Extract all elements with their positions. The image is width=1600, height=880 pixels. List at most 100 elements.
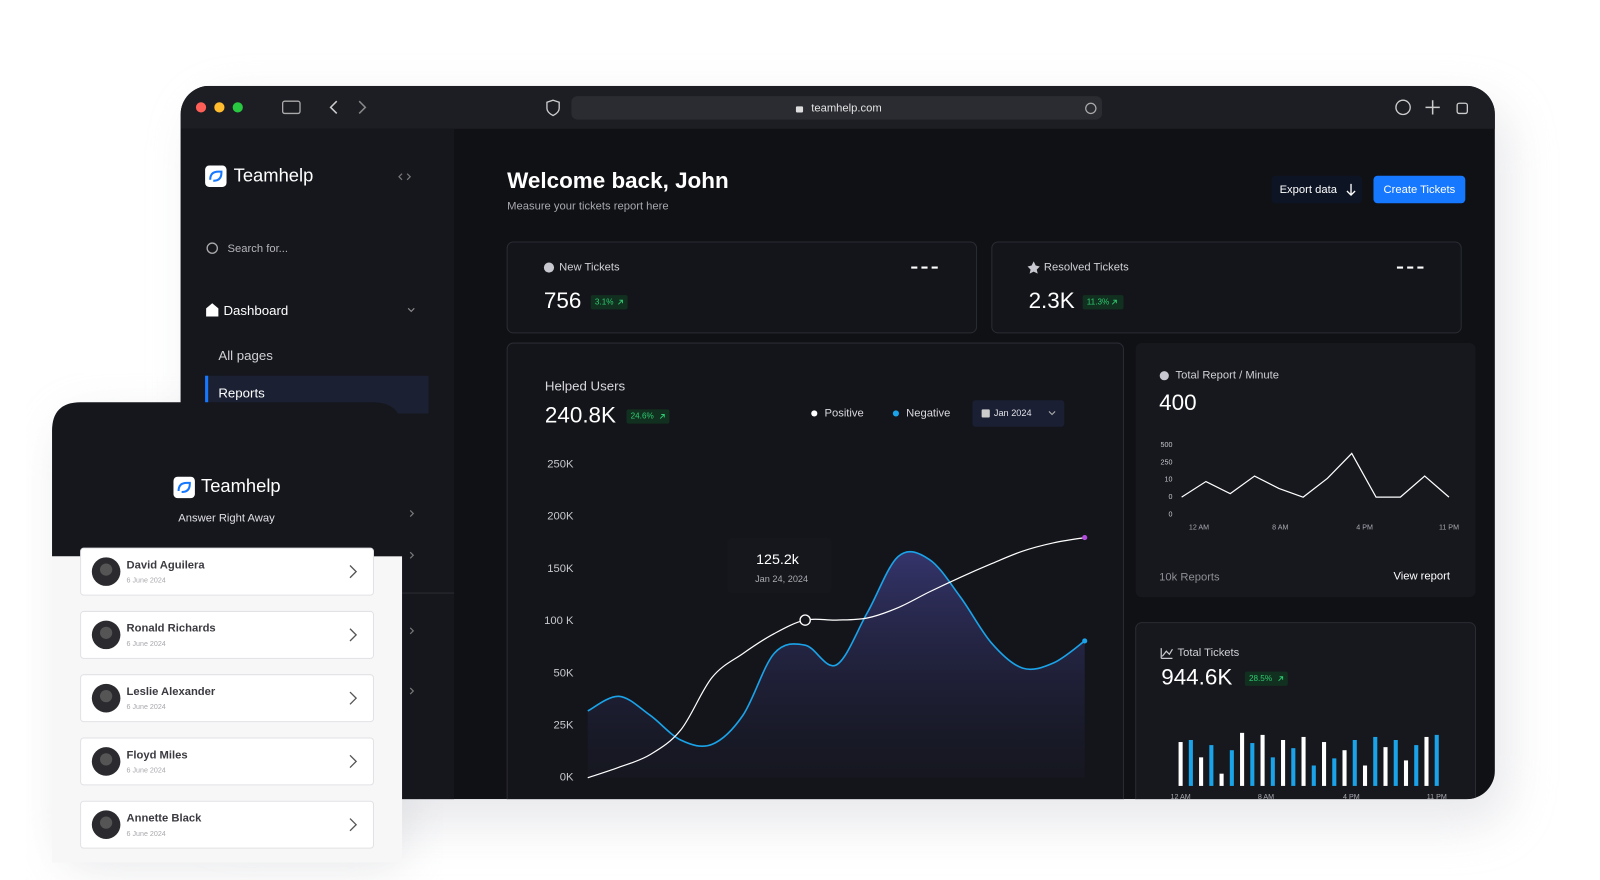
chevron <box>349 628 358 642</box>
bar <box>1322 742 1327 786</box>
forward-button[interactable] <box>358 100 367 115</box>
contact-card[interactable] <box>80 800 374 849</box>
contact-date: 6 June 2024 <box>127 577 166 585</box>
avatar-face <box>100 690 113 703</box>
bar <box>1362 765 1368 786</box>
line <box>587 550 1086 747</box>
date-filter-label[interactable]: Jan 2024 <box>994 408 1032 418</box>
calendar-icon <box>981 409 990 418</box>
download-icon[interactable] <box>1395 99 1411 116</box>
y-tick-label: 0K <box>560 772 574 784</box>
bar <box>1301 736 1306 786</box>
x-tick-label: 4 PM <box>1343 793 1360 801</box>
bar <box>1178 742 1183 786</box>
legend-label[interactable]: Positive <box>824 407 863 419</box>
chart-title: Helped Users <box>545 378 626 393</box>
chevron <box>1048 411 1056 416</box>
y-tick-label: 10 <box>1165 476 1173 484</box>
home-icon <box>206 303 219 317</box>
bar <box>1434 734 1439 786</box>
maximize-button[interactable] <box>232 102 243 113</box>
tooltip <box>727 537 832 594</box>
new-tab-icon[interactable] <box>1425 100 1440 115</box>
chevrons <box>409 509 415 695</box>
legend-label[interactable]: Negative <box>906 407 950 419</box>
date-filter[interactable] <box>972 400 1065 427</box>
bar <box>1229 750 1234 786</box>
change-badge <box>1244 671 1288 686</box>
bar <box>1188 740 1193 786</box>
bar <box>1332 758 1337 786</box>
report-footer: 10k Reports <box>1159 572 1220 584</box>
trend-icon <box>659 414 665 419</box>
end-point <box>1082 638 1088 644</box>
chevron <box>349 818 358 832</box>
chevron <box>349 754 358 769</box>
create-button[interactable] <box>1373 175 1466 204</box>
export-label[interactable]: Export data <box>1280 184 1338 196</box>
search-input[interactable]: Search for... <box>228 243 288 255</box>
contact-date: 6 June 2024 <box>127 767 166 775</box>
y-tick-label: 0 <box>1168 493 1172 501</box>
contact-card[interactable] <box>80 674 374 723</box>
x-tick-label: 12 AM <box>1189 524 1209 532</box>
helped-users-chart: 0K 25K 50K 100 K 150K 200K 250K Positive Negativ… <box>544 407 1088 784</box>
collapse-icon[interactable] <box>398 173 412 181</box>
bar <box>1270 757 1275 786</box>
avatar-face <box>100 563 113 576</box>
contact-date: 6 June 2024 <box>127 640 166 648</box>
legend-marker <box>892 410 899 417</box>
contact-card[interactable] <box>80 547 374 596</box>
bar <box>1250 743 1255 786</box>
y-tick-label: 100 K <box>544 615 574 627</box>
tooltip-date: Jan 24, 2024 <box>755 574 808 584</box>
close-button[interactable] <box>195 102 207 113</box>
bar <box>1311 765 1316 786</box>
chart-total: 240.8K <box>545 402 616 427</box>
end-point <box>1082 535 1088 541</box>
bar <box>1291 748 1296 786</box>
phone-header <box>52 402 403 557</box>
url-bar[interactable] <box>571 96 1103 120</box>
bar <box>1393 740 1398 786</box>
avatar-face <box>100 753 113 766</box>
tickets-chart: 12 AM 8 AM 4 PM 11 PM <box>1171 732 1447 801</box>
tickets-total: 944.6K <box>1161 665 1232 690</box>
sidebar-toggle[interactable] <box>281 100 301 115</box>
contact-name: Ronald Richards <box>127 623 216 635</box>
tickets-title: Total Tickets <box>1178 647 1240 659</box>
change-text: 11.3% <box>1087 297 1110 306</box>
create-label[interactable]: Create Tickets <box>1384 184 1456 196</box>
stat-card <box>991 241 1462 334</box>
minimize-button[interactable] <box>214 102 225 113</box>
mobile-brand: Teamhelp <box>201 475 281 496</box>
trend-icon <box>1278 676 1284 682</box>
change-badge <box>626 409 670 424</box>
report-chart: 500 250 10 0 0 12 AM 8 AM 4 PM 11 PM <box>1161 441 1460 532</box>
bar <box>1373 736 1378 786</box>
change-badge <box>590 295 628 310</box>
back-button[interactable] <box>329 100 338 115</box>
tabs-icon[interactable] <box>1456 102 1469 115</box>
avatar-face <box>100 626 113 639</box>
contact-date: 6 June 2024 <box>127 830 166 838</box>
brand-logo <box>205 165 227 187</box>
contact-card[interactable] <box>80 737 374 786</box>
trend-icon <box>1111 299 1117 305</box>
change-text: 3.1% <box>595 297 614 306</box>
export-button[interactable] <box>1271 175 1363 204</box>
report-card <box>1135 343 1476 598</box>
view-report-link[interactable]: View report <box>1393 571 1450 583</box>
x-tick-label: 8 AM <box>1272 524 1288 532</box>
nav-item[interactable]: All pages <box>218 348 273 363</box>
reload-icon[interactable] <box>1085 102 1097 115</box>
nav-item[interactable]: Reports <box>218 386 265 401</box>
avatar-face <box>100 816 113 829</box>
stat-label: New Tickets <box>559 262 620 274</box>
y-tick-label: 250 <box>1161 458 1173 466</box>
contact-name: Leslie Alexander <box>127 686 216 698</box>
y-tick-label: 50K <box>554 667 574 679</box>
y-tick-label: 25K <box>554 720 574 732</box>
nav-dashboard[interactable]: Dashboard <box>223 303 288 318</box>
contact-card[interactable] <box>80 610 374 659</box>
